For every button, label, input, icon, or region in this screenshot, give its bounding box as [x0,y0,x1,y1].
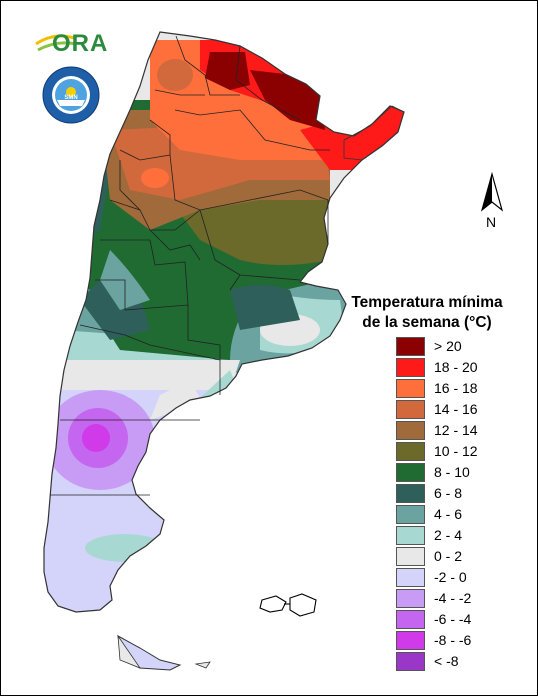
legend-label: 10 - 12 [434,443,478,459]
legend-swatch [396,589,425,608]
legend-item: 2 - 4 [396,526,526,547]
legend-label: > 20 [434,338,462,354]
legend-item: 6 - 8 [396,484,526,505]
legend-item: 12 - 14 [396,421,526,442]
legend-label: < -8 [434,653,459,669]
ora-logo-text: ORA [52,30,109,57]
legend-item: 10 - 12 [396,442,526,463]
legend-swatch [396,631,425,650]
legend-label: 14 - 16 [434,401,478,417]
legend-label: -8 - -6 [434,632,472,648]
legend-title: Temperatura mínima de la semana (°C) [330,293,524,333]
legend-item: 18 - 20 [396,358,526,379]
legend-item: -6 - -4 [396,610,526,631]
north-arrow: N [480,171,504,232]
legend-swatch [396,652,425,671]
legend-label: -4 - -2 [434,590,472,606]
legend-item: > 20 [396,337,526,358]
province-borders [50,35,330,496]
ora-sun-logo-icon [35,34,77,52]
legend-label: 6 - 8 [434,485,463,501]
ora-logo: ORA [34,28,109,62]
legend-swatch [396,358,425,377]
legend-label: 12 - 14 [434,422,478,438]
north-arrow-icon [480,171,504,212]
smn-seal: SMN [42,66,100,124]
legend-swatch [396,547,425,566]
legend-label: 16 - 18 [434,380,478,396]
legend-swatch [396,463,425,482]
legend-swatch [396,442,425,461]
legend-item: -2 - 0 [396,568,526,589]
legend-swatch [396,526,425,545]
legend-item: 14 - 16 [396,400,526,421]
legend-item: 8 - 10 [396,463,526,484]
svg-text:SMN: SMN [64,95,77,101]
legend-swatch [396,421,425,440]
legend-item: < -8 [396,652,526,673]
legend-label: -2 - 0 [434,569,467,585]
legend-label: 18 - 20 [434,359,478,375]
legend-item: 0 - 2 [396,547,526,568]
legend-swatch [396,337,425,356]
legend-item: -8 - -6 [396,631,526,652]
legend-swatch [396,484,425,503]
north-label: N [486,214,497,230]
legend-item: 16 - 18 [396,379,526,400]
servicio-meteorologico-nacional-seal-icon: SMN [42,66,100,124]
legend-label: -6 - -4 [434,611,472,627]
legend-label: 0 - 2 [434,548,463,564]
malvinas-islands [259,593,317,617]
legend-label: 2 - 4 [434,527,463,543]
legend-item: 4 - 6 [396,505,526,526]
legend-item: -4 - -2 [396,589,526,610]
legend-swatch [396,610,425,629]
legend-label: 8 - 10 [434,464,470,480]
legend-title-line2: de la semana (°C) [362,314,492,331]
legend-swatch [396,568,425,587]
legend-swatch [396,505,425,524]
legend-swatch [396,400,425,419]
legend-label: 4 - 6 [434,506,463,522]
legend-title-line1: Temperatura mínima [351,294,503,311]
legend-swatch [396,379,425,398]
